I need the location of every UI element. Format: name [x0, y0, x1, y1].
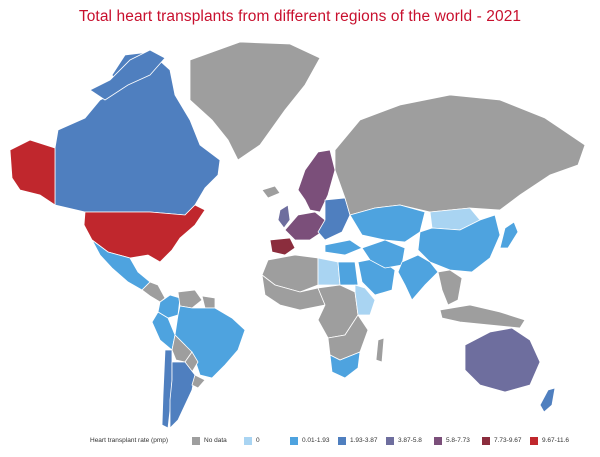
- legend-item-label: 0: [256, 437, 260, 444]
- region-east-africa: [354, 284, 376, 316]
- legend-item-0: 0: [244, 436, 260, 445]
- region-uruguay: [191, 374, 206, 389]
- legend-swatch: [192, 436, 200, 445]
- region-japan: [499, 221, 519, 249]
- region-peru: [151, 311, 176, 351]
- legend-item-label: 0.01-1.93: [302, 437, 330, 444]
- legend-swatch: [386, 436, 394, 445]
- region-chile: [161, 349, 173, 429]
- region-madagascar: [375, 337, 385, 363]
- legend-title: Heart transplant rate (pmp): [90, 437, 169, 444]
- region-new-zealand: [539, 387, 556, 413]
- region-greenland: [189, 41, 321, 161]
- region-libya: [317, 257, 341, 286]
- legend-item-1-93-3-87: 1.93-3.87: [338, 436, 377, 445]
- region-russia: [334, 94, 586, 216]
- legend-item-label: 9.67-11.6: [542, 437, 569, 444]
- legend-item-3-87-5-8: 3.87-5.8: [386, 436, 422, 445]
- legend-swatch: [482, 436, 490, 445]
- region-india: [397, 254, 439, 301]
- legend-swatch: [434, 436, 442, 445]
- region-turkey: [324, 239, 363, 256]
- legend-item-5-8-7-73: 5.8-7.73: [434, 436, 470, 445]
- legend-item-label: 7.73-9.67: [494, 437, 522, 444]
- legend-item-label: 3.87-5.8: [398, 437, 422, 444]
- region-south-africa: [329, 351, 361, 379]
- legend-item-9-67-11-6: 9.67-11.6: [530, 436, 569, 445]
- region-southeast-asia: [437, 269, 463, 306]
- map-legend: Heart transplant rate (pmp) No data 0 0.…: [0, 434, 600, 450]
- region-alaska: [9, 139, 56, 206]
- legend-item-no-data: No data: [192, 436, 227, 445]
- legend-item-label: No data: [204, 437, 227, 444]
- legend-swatch: [530, 436, 538, 445]
- legend-item-label: 5.8-7.73: [446, 437, 470, 444]
- legend-item-label: 1.93-3.87: [350, 437, 378, 444]
- region-western-europe: [284, 211, 326, 241]
- legend-swatch: [244, 436, 252, 445]
- region-uk: [277, 204, 291, 229]
- legend-item-7-73-9-67: 7.73-9.67: [482, 436, 521, 445]
- region-australia: [464, 327, 541, 393]
- region-central-america: [141, 281, 166, 303]
- region-venezuela: [177, 289, 203, 309]
- map-title: Total heart transplants from different r…: [78, 8, 522, 25]
- region-guianas: [201, 295, 216, 309]
- region-egypt: [337, 261, 359, 286]
- region-scandinavia: [297, 149, 336, 213]
- region-spain: [269, 237, 296, 256]
- region-china: [417, 214, 501, 273]
- region-canada-arctic: [89, 49, 166, 101]
- region-indonesia: [439, 304, 526, 329]
- legend-item-0-01-1-93: 0.01-1.93: [290, 436, 329, 445]
- region-iceland: [261, 185, 281, 199]
- region-argentina: [169, 361, 196, 429]
- legend-swatch: [338, 436, 346, 445]
- legend-swatch: [290, 436, 298, 445]
